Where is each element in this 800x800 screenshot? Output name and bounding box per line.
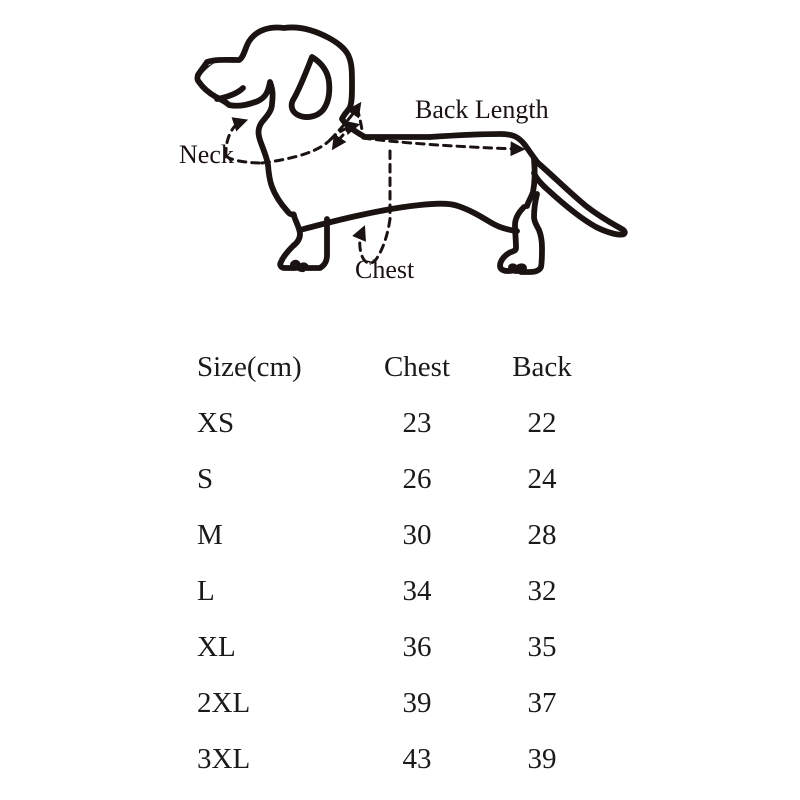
svg-text:Back Length: Back Length bbox=[415, 95, 549, 124]
svg-text:Neck: Neck bbox=[179, 140, 234, 169]
svg-text:Chest: Chest bbox=[355, 255, 415, 284]
